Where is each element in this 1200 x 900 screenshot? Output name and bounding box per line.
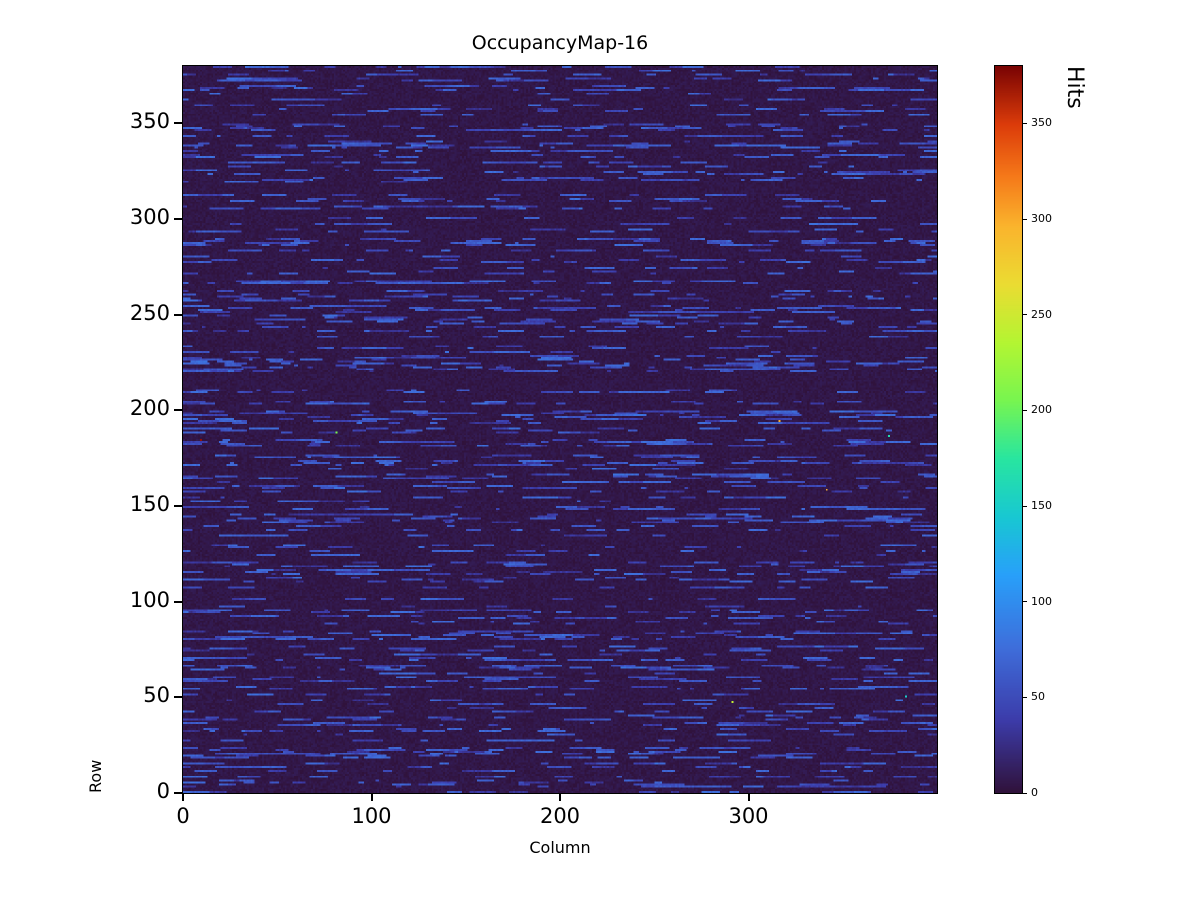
y-tick-mark bbox=[174, 218, 182, 221]
x-tick-mark bbox=[182, 793, 184, 801]
y-tick-mark bbox=[174, 600, 182, 603]
x-tick-label: 0 bbox=[176, 804, 190, 828]
y-tick-label: 250 bbox=[129, 300, 170, 325]
x-tick-mark bbox=[559, 793, 561, 801]
y-tick-label: 0 bbox=[156, 779, 170, 803]
colorbar-tick-label: 250 bbox=[1031, 307, 1052, 321]
colorbar-tick-label: 50 bbox=[1031, 690, 1045, 704]
colorbar-tick-mark bbox=[1022, 314, 1027, 316]
colorbar-tick-mark bbox=[1022, 409, 1027, 411]
x-tick-label: 100 bbox=[351, 804, 392, 828]
y-tick-label: 100 bbox=[129, 587, 170, 612]
y-tick-mark bbox=[174, 792, 182, 794]
x-tick-mark bbox=[370, 793, 373, 801]
y-axis-label: Row bbox=[86, 759, 105, 793]
x-tick-label: 200 bbox=[539, 804, 581, 828]
colorbar-tick-mark bbox=[1022, 601, 1027, 603]
x-tick-mark bbox=[747, 793, 750, 801]
y-tick-mark bbox=[174, 122, 182, 125]
colorbar-tick-mark bbox=[1022, 122, 1027, 124]
colorbar-tick-label: 300 bbox=[1031, 212, 1052, 226]
y-tick-label: 50 bbox=[143, 683, 170, 708]
colorbar-tick-label: 200 bbox=[1031, 403, 1052, 417]
colorbar-tick-mark bbox=[1022, 696, 1027, 698]
y-tick-mark bbox=[174, 313, 182, 316]
y-tick-label: 300 bbox=[129, 205, 170, 230]
y-tick-label: 200 bbox=[129, 396, 170, 421]
y-tick-label: 350 bbox=[129, 109, 170, 134]
colorbar-tick-label: 350 bbox=[1031, 116, 1052, 130]
y-tick-mark bbox=[174, 409, 182, 412]
colorbar-canvas bbox=[995, 66, 1022, 793]
colorbar-label: Hits bbox=[1062, 66, 1087, 109]
y-tick-mark bbox=[174, 696, 182, 699]
heatmap-canvas bbox=[183, 66, 937, 793]
y-tick-mark bbox=[174, 505, 182, 508]
x-axis-label: Column bbox=[529, 838, 591, 857]
colorbar-tick-mark bbox=[1022, 218, 1027, 220]
colorbar-tick-mark bbox=[1022, 792, 1027, 794]
x-tick-label: 300 bbox=[728, 804, 769, 828]
y-tick-label: 150 bbox=[129, 492, 170, 517]
colorbar-tick-label: 150 bbox=[1031, 499, 1052, 513]
colorbar-tick-label: 100 bbox=[1031, 594, 1052, 608]
chart-title: OccupancyMap-16 bbox=[471, 32, 649, 54]
colorbar-tick-mark bbox=[1022, 505, 1027, 507]
colorbar-tick-label: 0 bbox=[1031, 786, 1038, 799]
